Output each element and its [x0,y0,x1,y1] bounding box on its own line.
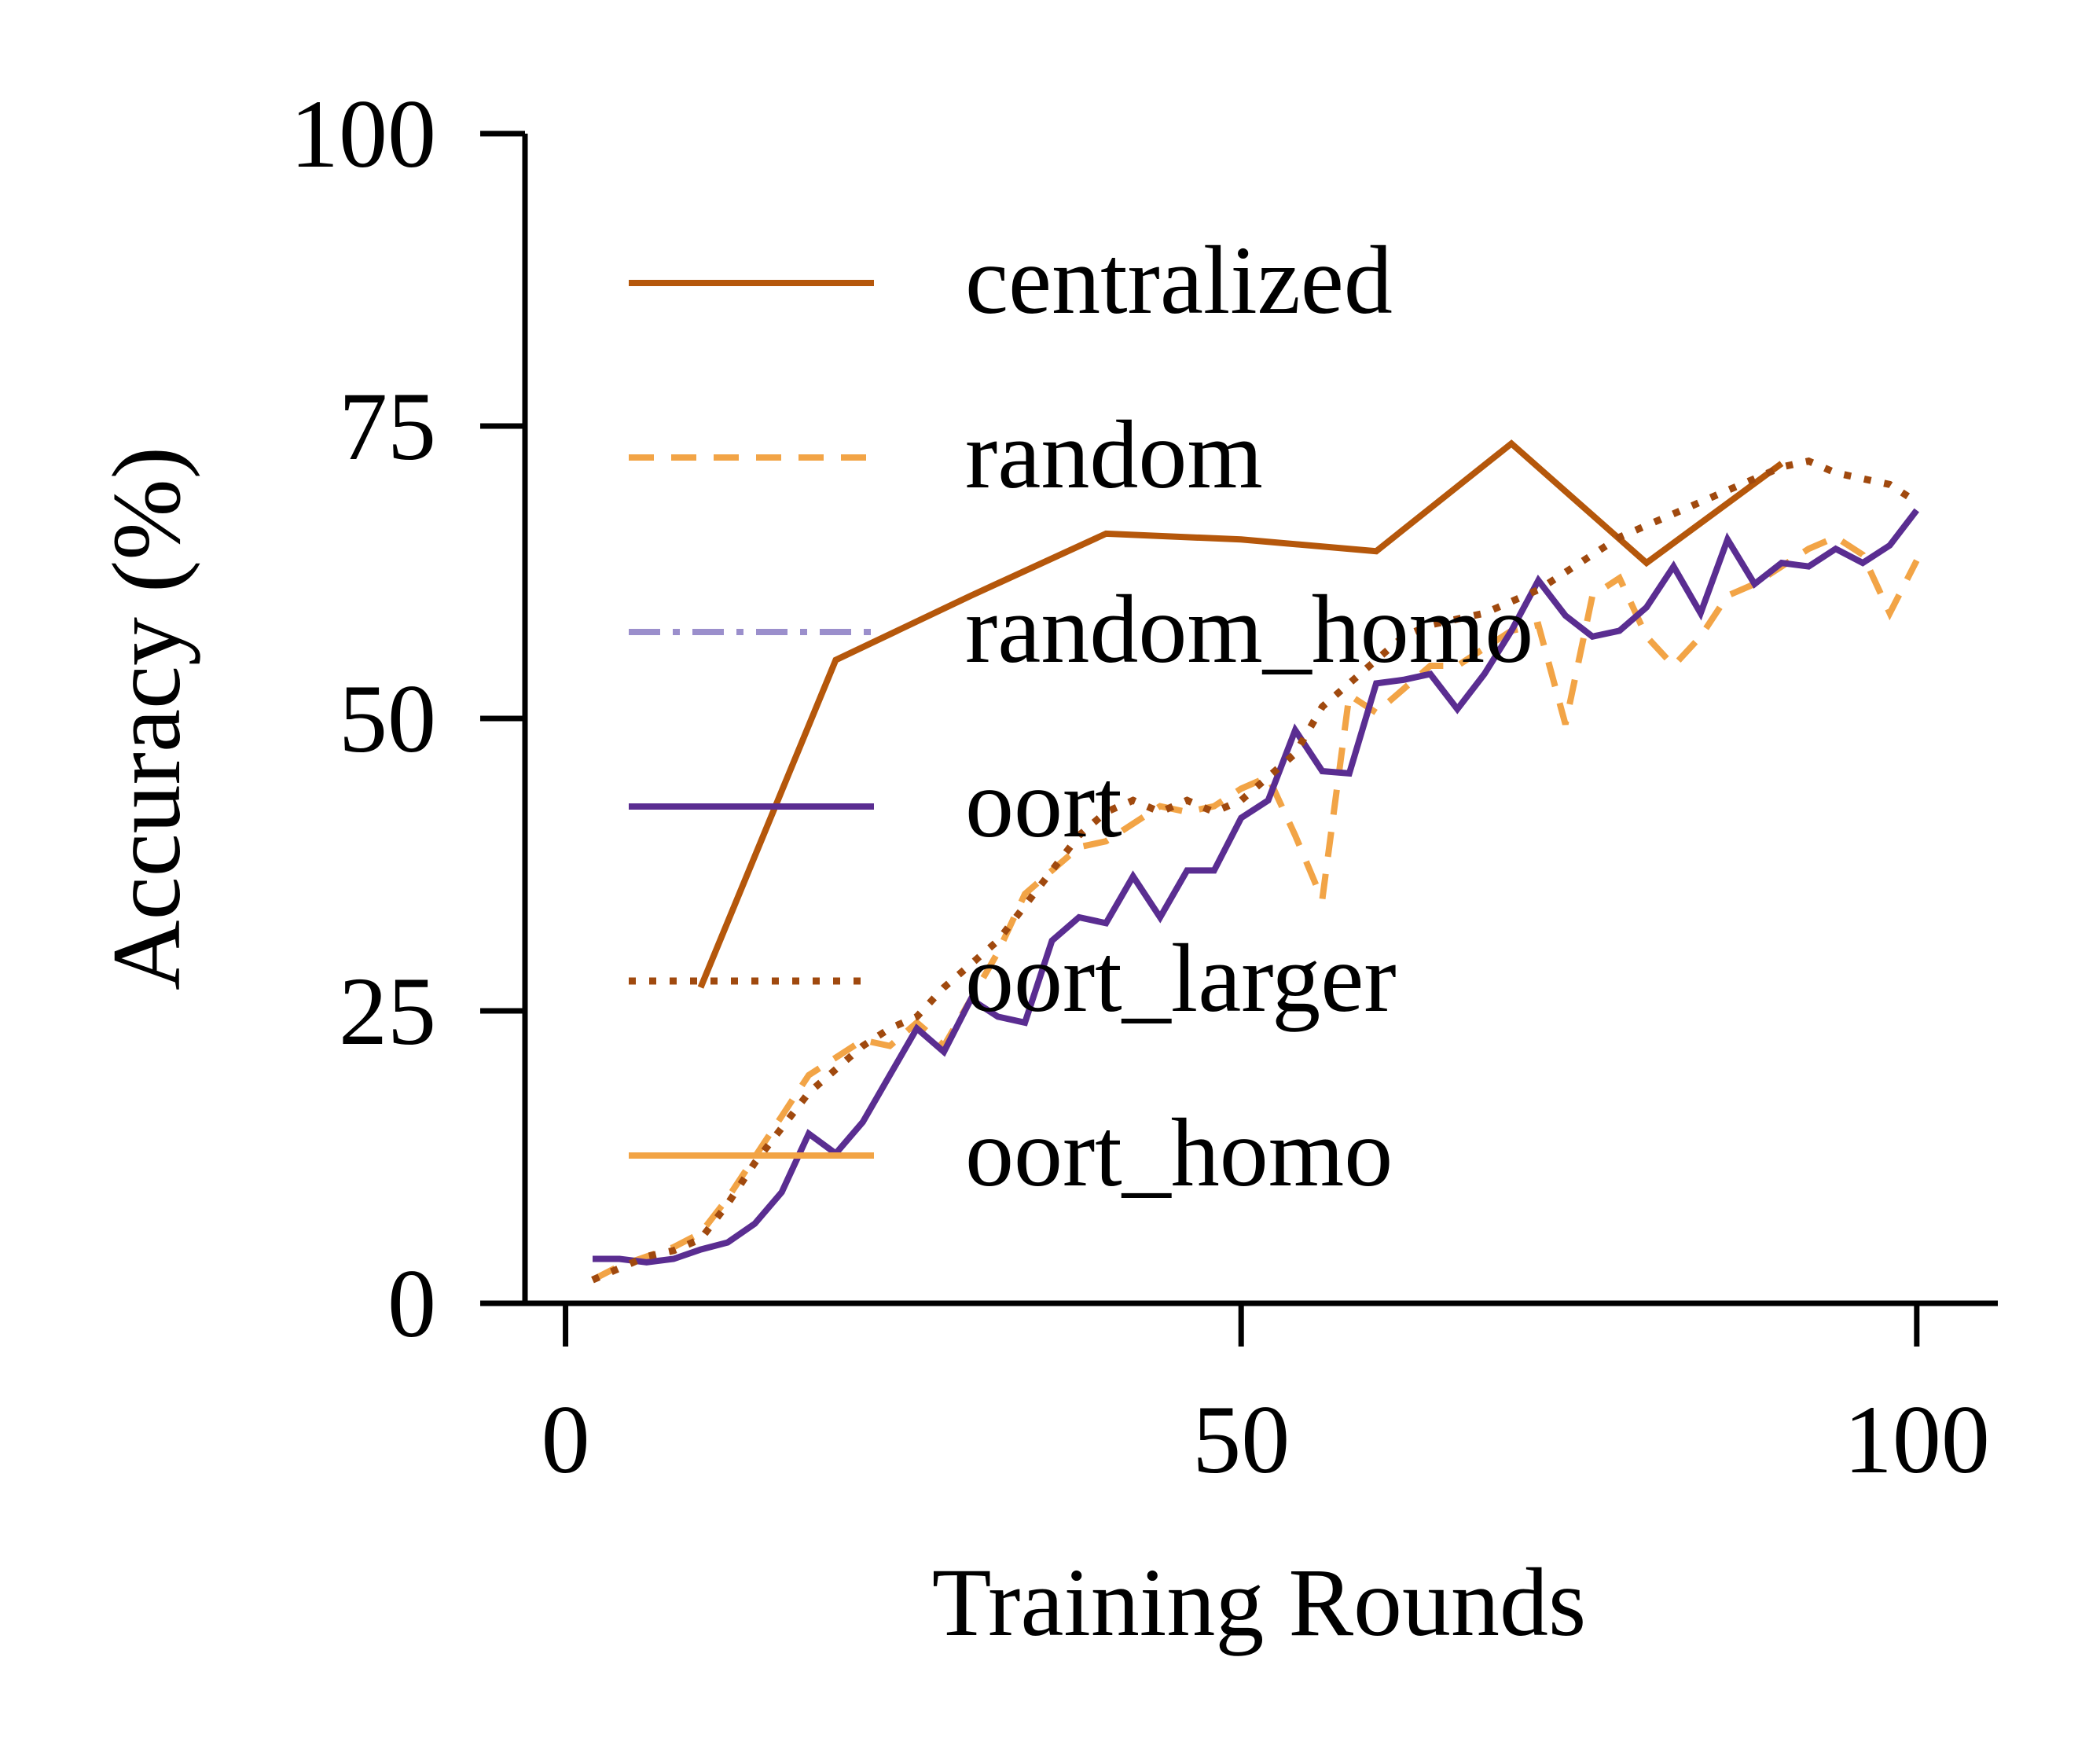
y-axis-label: Accuracy (%) [93,446,200,990]
y-tick-label: 100 [290,80,436,188]
y-tick-label: 0 [387,1250,436,1358]
y-tick-label: 75 [339,373,436,480]
legend-label-random-homo: random_homo [965,575,1533,683]
y-tick-label: 25 [339,957,436,1065]
legend-label-oort: oort [965,750,1122,858]
tick-marks: 0 25 50 75 100 0 50 100 [290,80,1990,1494]
series-lines [591,439,1920,1284]
y-tick-label: 50 [339,665,436,773]
axes: Accuracy (%) Training Rounds [93,134,1998,1656]
x-tick-label: 0 [542,1386,590,1494]
series-line-oort [593,508,1919,1266]
legend-label-centralized: centralized [965,226,1393,334]
x-axis-label: Training Rounds [932,1549,1587,1656]
x-tick-label: 50 [1192,1386,1290,1494]
x-tick-label: 100 [1844,1386,1990,1494]
legend-label-random: random [965,401,1263,509]
series-line-centralized [697,439,1784,989]
legend-label-oort-homo: oort_homo [965,1099,1393,1207]
legend-label-oort-larger: oort_larger [965,924,1397,1032]
series-line-random [591,533,1920,1283]
series-line-oort-larger [591,457,1919,1284]
